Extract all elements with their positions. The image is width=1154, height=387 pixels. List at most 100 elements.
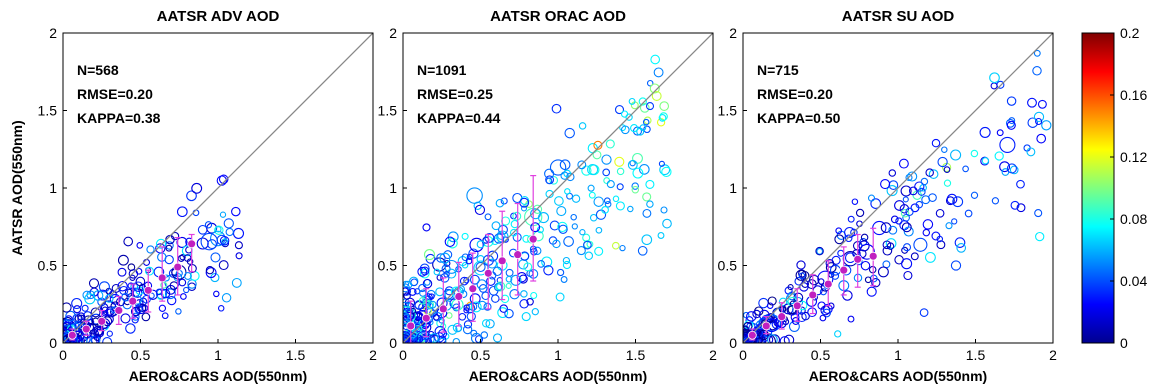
scatter-point — [888, 225, 898, 235]
scatter-point — [835, 227, 843, 235]
scatter-point — [461, 261, 469, 269]
scatter-point — [509, 228, 518, 237]
scatter-point — [447, 324, 458, 335]
y-tick-label: 1.5 — [38, 103, 58, 119]
scatter-point — [783, 334, 795, 343]
scatter-point — [444, 236, 456, 248]
scatter-point — [602, 168, 611, 177]
scatter-point — [855, 208, 865, 218]
scatter-point — [570, 213, 577, 221]
scatter-point — [645, 179, 655, 189]
scatter-point — [498, 224, 508, 235]
scatter-point — [82, 290, 92, 300]
scatter-point — [979, 126, 991, 138]
scatter-point — [158, 304, 167, 312]
scatter-point — [484, 213, 492, 221]
scatter-point — [231, 206, 241, 217]
stat-n: N=568 — [77, 62, 119, 78]
scatter-point — [428, 300, 437, 309]
scatter-point — [1009, 165, 1019, 175]
scatter-point — [131, 312, 140, 321]
scatter-point — [486, 276, 496, 286]
scatter-point — [482, 236, 490, 244]
scatter-point — [215, 226, 222, 233]
scatter-point — [191, 182, 203, 194]
scatter-point — [902, 196, 909, 203]
binned-mean-point — [853, 254, 863, 264]
scatter-point — [520, 290, 528, 298]
colorbar-tick-label: 0 — [1120, 335, 1128, 351]
scatter-point — [433, 314, 440, 321]
scatter-point — [558, 224, 568, 234]
scatter-point — [1033, 111, 1045, 123]
y-tick-label: 1 — [49, 180, 57, 196]
scatter-point — [658, 160, 665, 167]
scatter-point — [555, 292, 565, 302]
y-tick-label: 2 — [729, 25, 737, 41]
scatter-point — [403, 334, 414, 343]
scatter-point — [134, 305, 143, 314]
scatter-point — [545, 189, 554, 199]
scatter-point — [905, 173, 913, 182]
scatter-point — [970, 149, 979, 158]
scatter-point — [615, 201, 625, 211]
scatter-point — [493, 233, 505, 244]
scatter-point — [444, 259, 459, 274]
scatter-point — [956, 243, 967, 253]
scatter-point — [556, 206, 567, 217]
scatter-point — [562, 260, 572, 270]
scatter-point — [418, 283, 427, 293]
scatter-point — [530, 222, 541, 233]
scatter-point — [1026, 147, 1036, 157]
scatter-point — [925, 168, 934, 177]
scatter-point — [851, 198, 859, 205]
binned-mean-point — [157, 273, 167, 283]
scatter-point — [743, 321, 753, 331]
scatter-point — [907, 171, 918, 182]
scatter-point — [93, 333, 101, 341]
scatter-point — [200, 232, 219, 251]
scatter-point — [1005, 118, 1015, 128]
scatter-point — [422, 223, 431, 232]
scatter-point — [564, 188, 571, 195]
stat-n: N=715 — [757, 62, 799, 78]
scatter-point — [510, 274, 522, 286]
scatter-point — [138, 303, 147, 313]
scatter-point — [74, 314, 83, 323]
scatter-point — [481, 291, 490, 301]
scatter-point — [1027, 117, 1038, 128]
y-tick-label: 1.5 — [718, 103, 738, 119]
scatter-point — [131, 316, 139, 324]
scatter-point — [186, 190, 197, 202]
scatter-point — [639, 103, 650, 113]
scatter-point — [505, 275, 513, 283]
scatter-point — [880, 179, 891, 190]
stat-kappa: KAPPA=0.50 — [757, 110, 841, 126]
scatter-point — [935, 208, 945, 218]
scatter-point — [981, 157, 990, 165]
stat-kappa: KAPPA=0.44 — [417, 110, 501, 126]
scatter-point — [73, 305, 82, 314]
scatter-point — [637, 245, 648, 256]
binned-mean-point — [81, 324, 91, 334]
scatter-point — [101, 309, 109, 317]
scatter-point — [491, 221, 501, 231]
scatter-point — [601, 154, 612, 165]
y-tick-label: 1.5 — [378, 103, 398, 119]
scatter-point — [1033, 49, 1041, 57]
scatter-point — [554, 196, 564, 206]
x-axis-label: AERO&CARS AOD(550nm) — [129, 368, 307, 384]
scatter-point — [646, 200, 654, 208]
scatter-point — [416, 330, 432, 343]
panel-title: AATSR SU AOD — [842, 8, 955, 25]
scatter-point — [536, 226, 544, 234]
scatter-point — [928, 169, 939, 179]
scatter-point — [187, 264, 197, 273]
scatter-point — [632, 152, 643, 164]
scatter-point — [847, 215, 855, 223]
scatter-point — [943, 166, 951, 173]
scatter-point — [420, 266, 430, 276]
scatter-point — [476, 279, 488, 290]
scatter-point — [459, 276, 469, 286]
scatter-point — [902, 243, 912, 252]
